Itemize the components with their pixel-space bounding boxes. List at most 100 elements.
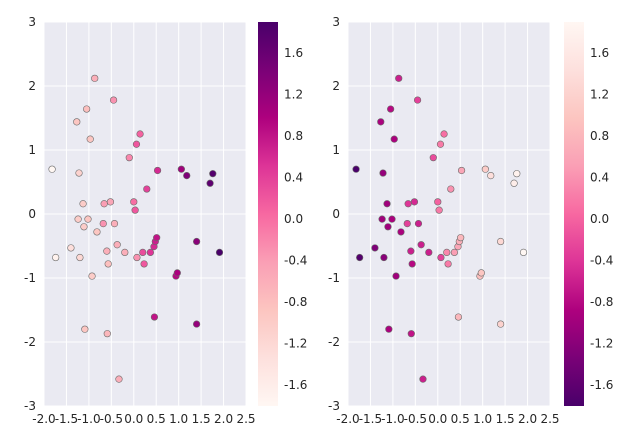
scatter-point xyxy=(510,179,518,187)
scatter-point xyxy=(356,253,364,262)
y-tick-label: -3 xyxy=(24,399,36,413)
colorbar-tick-label: 0.8 xyxy=(284,129,303,143)
scatter-point xyxy=(457,166,466,175)
scatter-point xyxy=(110,220,119,228)
colorbar-tick-label: -1.2 xyxy=(284,337,307,351)
colorbar-tick-label: 1.6 xyxy=(284,46,303,60)
scatter-point xyxy=(88,272,96,280)
scatter-point xyxy=(383,200,391,208)
x-tick-label: -1.0 xyxy=(77,412,100,426)
scatter-point xyxy=(407,330,415,338)
scatter-point xyxy=(91,74,99,82)
scatter-point xyxy=(450,248,458,256)
scatter-point xyxy=(106,198,115,206)
x-tick-label: -2.0 xyxy=(32,412,55,426)
scatter-point xyxy=(130,198,138,206)
scatter-point xyxy=(133,253,141,262)
scatter-point xyxy=(387,105,395,113)
scatter-point xyxy=(487,172,495,180)
y-tick-label: 1 xyxy=(28,143,36,157)
scatter-point xyxy=(131,206,139,214)
scatter-point xyxy=(457,234,465,242)
x-tick-label: 0.5 xyxy=(147,412,166,426)
scatter-point xyxy=(103,247,111,255)
y-tick-label: 0 xyxy=(28,207,36,221)
scatter-point xyxy=(74,215,82,223)
colorbar xyxy=(258,22,278,406)
x-tick-label: 2.5 xyxy=(540,412,559,426)
scatter-panel-1: -2.0 -1.5 -1.0 -0.5 0.0 0.5 1.0 1.5 2.0 2.5-3-2-1… xyxy=(24,15,307,426)
x-tick-label: -2.0 xyxy=(336,412,359,426)
scatter-point xyxy=(419,375,427,383)
colorbar-tick-label: -0.8 xyxy=(590,295,613,309)
scatter-point xyxy=(447,185,455,193)
y-tick-label: 0 xyxy=(332,207,340,221)
scatter-point xyxy=(352,165,360,173)
colorbar-tick-label: -0.4 xyxy=(284,254,307,268)
scatter-point xyxy=(444,260,452,268)
scatter-point xyxy=(79,200,87,208)
colorbar xyxy=(564,22,584,406)
scatter-point xyxy=(86,135,94,143)
scatter-point xyxy=(390,135,398,143)
colorbar-tick-label: -1.2 xyxy=(590,337,613,351)
scatter-point xyxy=(397,228,405,236)
scatter-point xyxy=(125,154,133,162)
scatter-point xyxy=(481,165,489,173)
scatter-point xyxy=(81,325,89,333)
scatter-point xyxy=(84,215,92,223)
scatter-point xyxy=(403,220,411,228)
colorbar-tick-label: -1.6 xyxy=(590,378,613,392)
scatter-point xyxy=(193,320,201,328)
scatter-point xyxy=(384,223,392,231)
x-tick-label: 1.0 xyxy=(169,412,188,426)
x-tick-label: -1.0 xyxy=(381,412,404,426)
scatter-point xyxy=(75,169,83,177)
scatter-point xyxy=(388,215,396,223)
scatter-point xyxy=(435,206,443,214)
scatter-point xyxy=(115,375,123,383)
scatter-point xyxy=(103,330,111,338)
scatter-point xyxy=(143,185,151,193)
scatter-panel-2: -2.0 -1.5 -1.0 -0.5 0.0 0.5 1.0 1.5 2.0 2.5-3-2-1… xyxy=(328,15,613,426)
scatter-point xyxy=(408,260,416,268)
scatter-point xyxy=(437,253,445,262)
colorbar-tick-label: 1.2 xyxy=(284,88,303,102)
scatter-point xyxy=(177,165,185,173)
scatter-point xyxy=(513,170,521,178)
scatter-point xyxy=(150,313,159,321)
scatter-point xyxy=(404,200,412,208)
scatter-point xyxy=(140,260,148,268)
x-tick-label: -1.5 xyxy=(359,412,382,426)
x-tick-label: 0.5 xyxy=(451,412,470,426)
scatter-point xyxy=(443,248,451,256)
colorbar-tick-label: 0.0 xyxy=(284,212,303,226)
colorbar-tick-label: 0.4 xyxy=(284,171,303,185)
scatter-point xyxy=(113,241,121,249)
scatter-point xyxy=(104,260,112,268)
scatter-point xyxy=(395,74,403,82)
scatter-point xyxy=(99,220,107,228)
scatter-point xyxy=(67,244,75,252)
scatter-point xyxy=(93,228,101,236)
scatter-point xyxy=(413,96,422,104)
colorbar-tick-label: 0.0 xyxy=(590,212,609,226)
scatter-point xyxy=(497,320,505,328)
scatter-point xyxy=(132,140,141,148)
colorbar-tick-label: -0.4 xyxy=(590,254,613,268)
y-tick-label: 2 xyxy=(28,79,36,93)
scatter-point xyxy=(410,198,419,206)
scatter-point xyxy=(407,247,415,255)
y-tick-label: -3 xyxy=(328,399,340,413)
scatter-point xyxy=(139,248,147,256)
x-tick-label: 1.0 xyxy=(473,412,492,426)
scatter-point xyxy=(193,237,201,246)
x-tick-label: -0.5 xyxy=(100,412,123,426)
scatter-point xyxy=(48,165,56,173)
scatter-point xyxy=(52,253,60,262)
scatter-point xyxy=(215,248,224,256)
scatter-point xyxy=(83,105,91,113)
scatter-point xyxy=(183,172,191,180)
colorbar-tick-label: 0.4 xyxy=(590,171,609,185)
